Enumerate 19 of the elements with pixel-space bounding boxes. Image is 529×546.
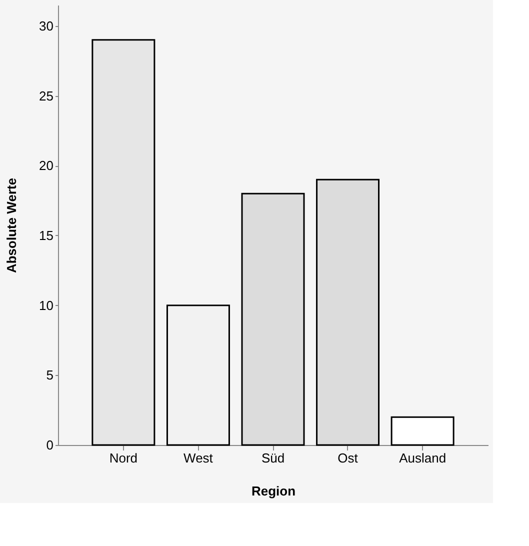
y-axis-title: Absolute Werte [4,178,20,274]
x-axis-title: Region [251,484,296,498]
x-tick-label: Ost [338,450,358,466]
bar [241,192,305,446]
y-tick-label: 0 [46,438,54,452]
bar [390,416,454,446]
x-tick-label: Nord [109,450,138,466]
y-tick-label: 20 [39,158,54,174]
bar [92,39,156,446]
bar [166,304,230,446]
y-tick-label: 25 [39,88,54,104]
x-tick-label: Süd [261,450,285,466]
y-tick-label: 30 [39,18,54,34]
x-tick-label: Ausland [399,450,446,466]
x-tick-label: West [184,450,214,466]
y-tick-label: 15 [39,228,54,243]
y-tick-label: 5 [46,368,54,383]
bar [316,178,380,446]
y-tick-label: 10 [39,298,54,313]
